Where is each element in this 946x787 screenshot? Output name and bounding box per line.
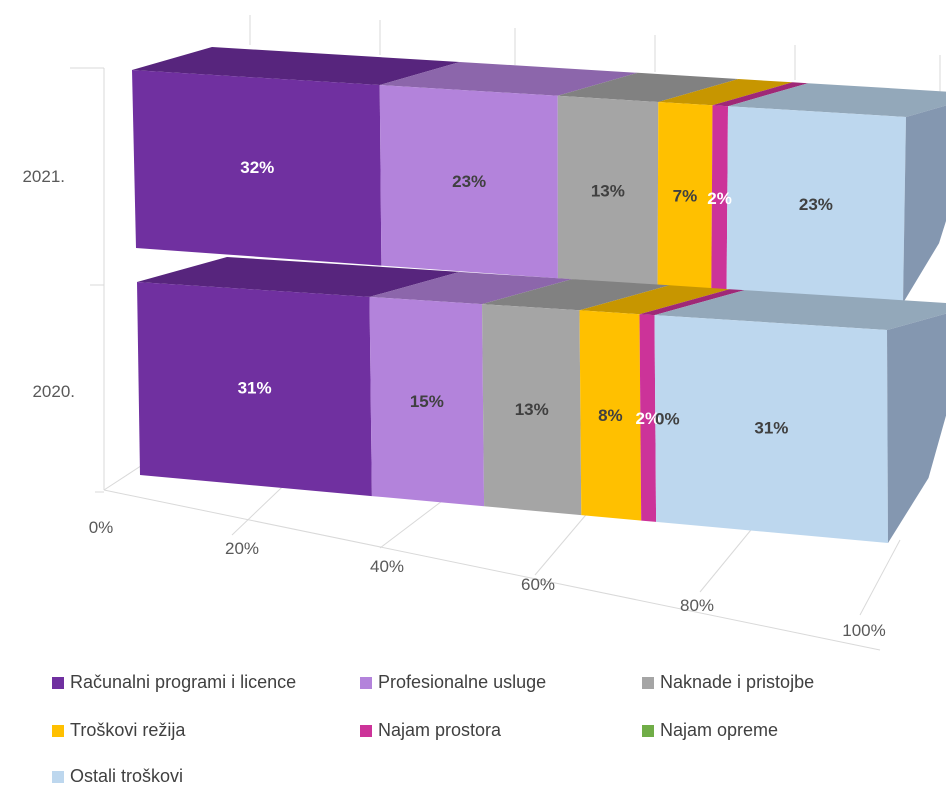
bar-segment [137, 282, 372, 497]
legend-label: Troškovi režija [70, 720, 186, 740]
floor-gridline [534, 509, 591, 576]
x-tick-label: 40% [370, 557, 404, 576]
data-label: 15% [410, 392, 444, 411]
legend-swatch [52, 724, 64, 737]
bar-segment-top [137, 257, 460, 297]
data-label: 13% [591, 181, 625, 200]
bar-segment-top [132, 47, 460, 85]
legend-label: Ostali troškovi [70, 766, 184, 786]
bar-segment-top [728, 83, 946, 117]
x-tick-label: 20% [225, 539, 259, 558]
bar-segment-top [712, 82, 808, 107]
data-label: 31% [238, 378, 272, 397]
bar-segment-top [639, 289, 745, 316]
legend-item: Troškovi režija [52, 720, 185, 741]
legend-label: Najam prostora [378, 720, 502, 740]
data-label: 2% [636, 409, 661, 428]
bar-segment [369, 296, 485, 507]
bar-segment-top [579, 285, 730, 315]
legend-item: Naknade i pristojbe [642, 672, 814, 693]
legend-swatch [52, 770, 64, 783]
chart-walls [70, 15, 941, 651]
legend-item: Računalni programi i licence [52, 672, 296, 693]
data-label: 23% [452, 172, 486, 191]
legend-swatch [52, 676, 64, 689]
data-label: 13% [515, 400, 549, 419]
x-tick-label: 60% [521, 575, 555, 594]
legend-swatch [642, 676, 654, 689]
bar-segment [726, 106, 906, 303]
data-label: 7% [673, 186, 698, 205]
bar-segment [654, 315, 888, 543]
x-tick-label: 0% [89, 518, 114, 537]
bar-segment [557, 95, 659, 286]
x-tick-label: 80% [680, 596, 714, 615]
axis-labels: 2021. 2020. 0% 20% 40% 60% 80% 100% [22, 167, 885, 640]
bar-segment-top [557, 72, 739, 102]
legend-item: Profesionalne usluge [360, 672, 546, 693]
legend-item: Najam opreme [642, 720, 778, 741]
bar-side [887, 313, 946, 543]
bar-series [132, 47, 946, 543]
bar-segment-top [654, 290, 946, 330]
bar-side [903, 105, 946, 303]
data-label: 8% [598, 406, 623, 425]
bar-segment [132, 70, 382, 266]
floor-gridline [379, 494, 451, 549]
category-label: 2020. [32, 382, 75, 401]
bar-segment [711, 105, 728, 291]
data-label: 31% [754, 419, 788, 438]
legend-item: Ostali troškovi [52, 766, 183, 787]
legend-swatch [642, 724, 654, 737]
bar-segment [482, 304, 582, 516]
bar-segment [657, 102, 713, 290]
stacked-bar-chart-3d: 32%23% 13% 7% 2% 23%31%15% 13% 8% 2%0% 31% 2021.… [22, 15, 946, 651]
data-label: 32% [240, 158, 274, 177]
bar-segment [379, 85, 558, 279]
bar-segment-top [379, 62, 638, 96]
legend-item: Najam prostora [360, 720, 501, 741]
legend-label: Naknade i pristojbe [660, 672, 815, 692]
category-label: 2021. [22, 167, 65, 186]
legend-swatch [360, 676, 372, 689]
bar-segment-top [482, 279, 670, 311]
data-label: 23% [799, 195, 833, 214]
data-label: 0% [655, 410, 680, 429]
data-labels: 32%23% 13% 7% 2% 23%31%15% 13% 8% 2%0% 31% [238, 158, 833, 437]
floor-gridline [859, 539, 901, 616]
legend-label: Najam opreme [660, 720, 779, 740]
wall-line [103, 489, 881, 651]
x-tick-label: 100% [842, 621, 885, 640]
legend-label: Računalni programi i licence [70, 672, 297, 692]
data-label: 2% [707, 189, 732, 208]
bar-segment-top [658, 79, 793, 106]
floor-gridline [699, 524, 756, 593]
bar-segment [639, 314, 657, 522]
bar-segment-top [369, 271, 572, 305]
legend-label: Profesionalne usluge [378, 672, 547, 692]
legend-swatch [360, 724, 372, 737]
bar-segment [579, 310, 642, 521]
